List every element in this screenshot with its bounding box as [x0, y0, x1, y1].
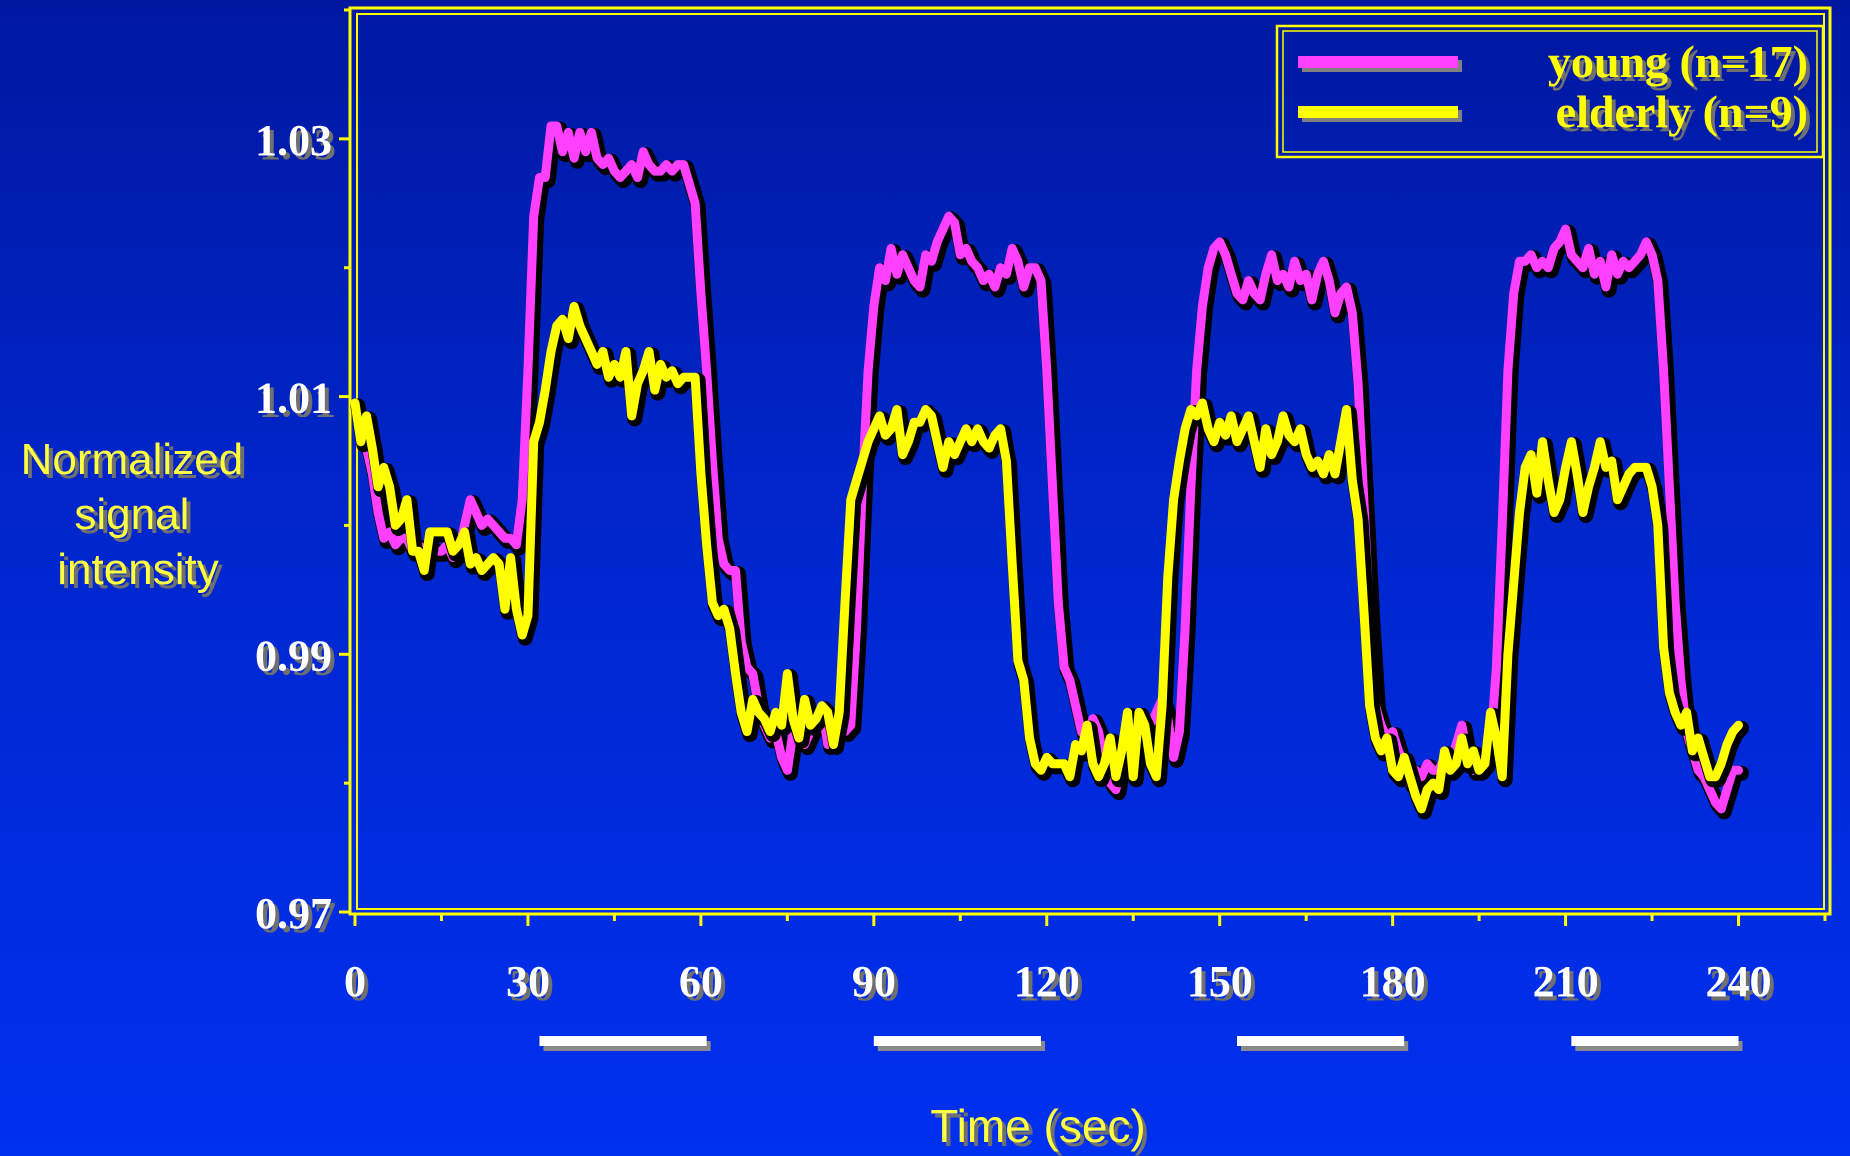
- plot-area-frame: [348, 6, 1832, 916]
- y-axis-label-line-3: intensity: [57, 545, 218, 594]
- y-axis-label: Normalized signal intensity: [21, 435, 256, 594]
- legend-box: [1275, 24, 1825, 159]
- stimulus-bar: [539, 1036, 707, 1046]
- axis-ticks: [339, 8, 1827, 926]
- x-tick-label: 240: [1706, 957, 1772, 1006]
- y-axis-label-line-1: Normalized: [21, 435, 244, 484]
- x-tick-label: 30: [506, 957, 550, 1006]
- legend-items: young (n=17)elderly (n=9): [1298, 36, 1808, 137]
- y-tick-label: 1.01: [255, 374, 332, 423]
- x-tick-label: 0: [344, 957, 366, 1006]
- x-axis-label: Time (sec): [930, 1100, 1146, 1152]
- stimulus-bar: [1571, 1036, 1739, 1046]
- legend-label: elderly (n=9): [1556, 86, 1808, 137]
- stimulus-bars: [539, 1036, 1743, 1051]
- x-tick-label: 180: [1360, 957, 1426, 1006]
- y-tick-label: 0.99: [255, 631, 332, 680]
- y-axis-label-line-2: signal: [74, 490, 189, 539]
- series-lines: [350, 121, 1749, 820]
- legend: young (n=17)elderly (n=9): [1275, 24, 1825, 159]
- x-tick-label: 150: [1187, 957, 1253, 1006]
- legend-box-inner: [1282, 30, 1818, 153]
- x-tick-label: 120: [1014, 957, 1080, 1006]
- x-tick-label: 60: [679, 957, 723, 1006]
- series-line-elderly: [350, 301, 1743, 814]
- tick-labels: 0 30 60 90 120 150 180 210 240 0.97 0.99 1.01 1.03: [255, 116, 1772, 1006]
- x-tick-label: 210: [1533, 957, 1599, 1006]
- legend-label: young (n=17): [1548, 36, 1808, 87]
- x-tick-label: 90: [852, 957, 896, 1006]
- plot-area-frame-inner: [356, 13, 1825, 910]
- stimulus-bar: [1237, 1036, 1405, 1046]
- series-line-young: [350, 121, 1743, 814]
- stimulus-bar: [873, 1036, 1041, 1046]
- y-tick-label: 0.97: [255, 889, 332, 938]
- y-tick-label: 1.03: [255, 116, 332, 165]
